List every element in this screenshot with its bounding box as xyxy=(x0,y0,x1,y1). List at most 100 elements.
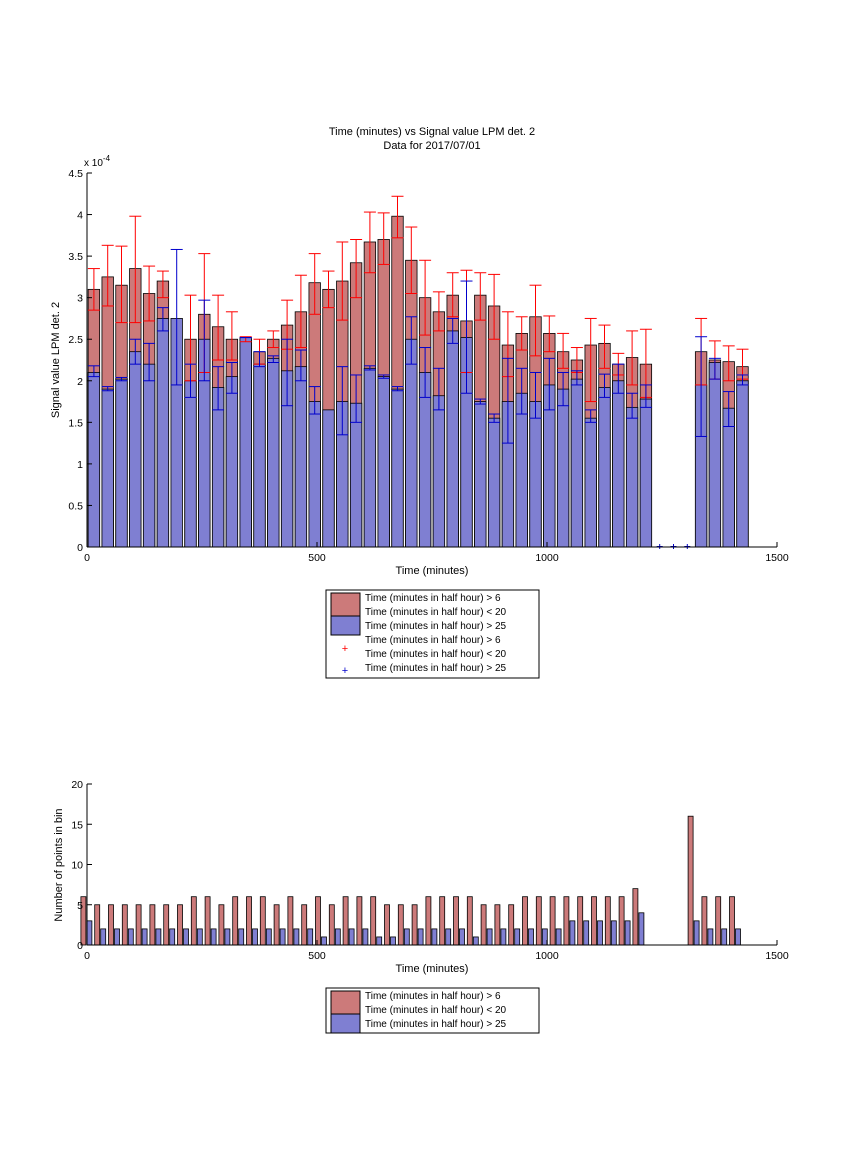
count-bar-blue xyxy=(196,928,203,946)
legend-entry: Time (minutes in half hour) < 20 xyxy=(365,607,507,618)
bar-blue xyxy=(211,387,225,548)
bar-blue xyxy=(349,402,363,548)
legend-marker-red: + xyxy=(342,643,348,655)
count-bar-red xyxy=(163,904,170,946)
error-bar xyxy=(419,259,432,336)
error-bar xyxy=(639,384,652,408)
bar-blue xyxy=(487,417,501,548)
count-bar-red xyxy=(508,904,515,946)
top-x-axis-label: Time (minutes) xyxy=(396,565,469,577)
error-bar xyxy=(267,355,280,363)
count-bar-red xyxy=(618,896,625,946)
count-bar-blue xyxy=(390,936,396,946)
error-bar xyxy=(432,291,445,332)
error-bar xyxy=(294,349,307,382)
count-bar-blue xyxy=(307,928,314,946)
count-bar-red xyxy=(218,904,225,946)
bar-blue xyxy=(515,392,528,548)
count-bar-blue xyxy=(569,920,576,946)
bar-blue xyxy=(598,387,611,548)
error-bar xyxy=(101,386,114,392)
count-bar-red xyxy=(604,896,611,946)
bar-blue xyxy=(239,337,252,548)
count-bar-blue xyxy=(735,928,741,946)
error-bar xyxy=(184,363,197,398)
count-bar-blue xyxy=(141,928,148,946)
bar-blue xyxy=(612,380,625,548)
x-tick-label: 500 xyxy=(308,950,326,962)
count-bar-blue xyxy=(376,936,383,946)
count-bar-red xyxy=(466,896,473,946)
bar-blue xyxy=(556,388,570,548)
bar-blue xyxy=(267,357,280,548)
count-bar-blue xyxy=(597,920,603,946)
y-tick-label: 0 xyxy=(77,940,83,952)
y-tick-label: 1 xyxy=(77,459,83,471)
error-bar xyxy=(501,357,514,444)
count-bar-blue xyxy=(238,928,245,946)
error-bar xyxy=(129,338,142,365)
error-bar xyxy=(695,336,708,437)
error-bar xyxy=(391,386,404,392)
top-plot-area xyxy=(87,195,749,549)
count-bar-red xyxy=(135,904,142,946)
bar-blue xyxy=(529,401,542,548)
legend-swatch-red xyxy=(330,990,361,1015)
y-tick-label: 0.5 xyxy=(68,500,83,512)
bar-blue xyxy=(156,318,170,548)
error-bar xyxy=(87,365,100,378)
count-bar-red xyxy=(397,904,404,946)
count-bar-red xyxy=(591,896,597,946)
top-legend-box xyxy=(325,589,540,679)
legend-entry: Time (minutes in half hour) < 20 xyxy=(365,649,507,660)
error-bar xyxy=(350,374,363,423)
count-bar-red xyxy=(301,904,308,946)
count-bar-blue xyxy=(224,928,231,946)
error-bar xyxy=(212,294,225,361)
count-bar-blue xyxy=(86,920,93,946)
bar-blue xyxy=(363,367,377,548)
error-bar xyxy=(460,280,473,394)
bar-blue xyxy=(474,401,487,548)
count-bar-red xyxy=(246,896,252,946)
count-bar-red xyxy=(232,896,239,946)
error-bar xyxy=(170,248,183,386)
error-bar xyxy=(377,212,390,265)
error-bar xyxy=(598,373,611,398)
error-bar xyxy=(488,273,501,340)
error-bar xyxy=(584,409,597,423)
count-bar-blue xyxy=(127,928,134,946)
error-bar xyxy=(363,211,376,274)
error-bar xyxy=(598,324,611,369)
y-tick-label: 0 xyxy=(77,542,83,554)
count-bar-red xyxy=(535,896,542,946)
count-bar-red xyxy=(522,896,528,946)
bar-blue xyxy=(736,380,749,548)
error-bar xyxy=(322,270,335,309)
bar-blue xyxy=(418,372,432,548)
count-bar-blue xyxy=(417,928,424,946)
count-bar-red xyxy=(204,896,211,946)
count-bar-red xyxy=(315,896,321,946)
x-tick-label: 0 xyxy=(84,950,90,962)
bar-blue xyxy=(253,363,266,548)
count-bar-blue xyxy=(155,928,162,946)
error-bar xyxy=(101,244,114,307)
legend-entry: Time (minutes in half hour) < 20 xyxy=(365,1005,507,1016)
y-tick-label: 2.5 xyxy=(68,334,83,346)
bar-blue xyxy=(322,409,335,548)
top-y-axis-label: Signal value LPM det. 2 xyxy=(50,302,62,418)
count-bar-red xyxy=(80,896,87,946)
top-y-exponent: x 10-4 xyxy=(84,154,111,169)
y-tick-label: 5 xyxy=(77,900,83,912)
y-tick-label: 1.5 xyxy=(68,417,83,429)
count-bar-red xyxy=(190,896,197,946)
count-bar-blue xyxy=(500,928,507,946)
error-bar xyxy=(129,215,142,324)
count-bar-red xyxy=(715,896,722,946)
count-bar-blue xyxy=(472,936,479,946)
error-bar xyxy=(446,272,459,318)
legend-swatch-red xyxy=(330,592,361,617)
count-bar-blue xyxy=(293,928,300,946)
